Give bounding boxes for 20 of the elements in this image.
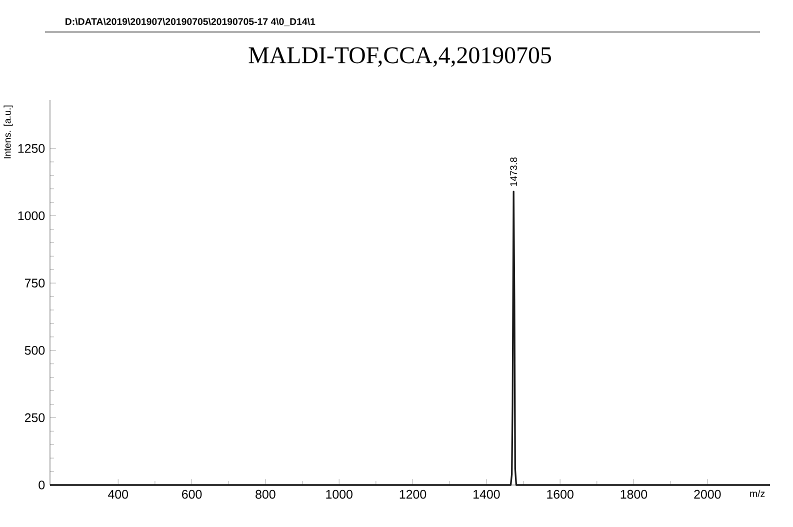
x-tick-label: 400 (108, 490, 128, 499)
x-tick-label: 1600 (547, 490, 574, 499)
y-tick-label: 250 (24, 413, 45, 422)
chart-title: MALDI-TOF,CCA,4,20190705 (248, 47, 551, 67)
y-tick-label: 750 (24, 278, 45, 288)
y-tick-label: 0 (38, 480, 45, 490)
x-tick-label: 2000 (694, 490, 721, 499)
x-tick-label: 1800 (620, 490, 648, 499)
annotation: 1473.8 (510, 157, 518, 186)
x-tick-label: 1400 (474, 490, 500, 499)
x-tick-label: 1000 (326, 490, 352, 499)
x-tick-label: 1200 (400, 490, 426, 499)
x-tick-label: 600 (182, 490, 202, 499)
y-tick-label: 500 (24, 346, 45, 355)
y-tick-label: 1000 (18, 211, 45, 220)
y-axis-title: Intens. [a.u.] (4, 106, 13, 158)
x-axis-title: m/z (750, 490, 765, 497)
x-tick-label: 800 (256, 490, 276, 499)
text: D:\DATA\2019\201907\20190705\20190705-17 4\0_D14\1 (66, 18, 316, 26)
y-tick-label: 1250 (18, 144, 45, 153)
